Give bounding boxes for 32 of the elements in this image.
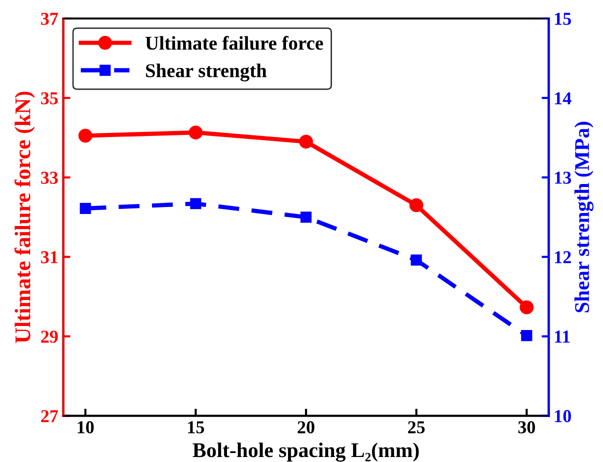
- point: [188, 126, 203, 140]
- legend-label: Ultimate failure force: [145, 36, 324, 50]
- y-tick-label: 35: [41, 92, 58, 104]
- point: [410, 254, 422, 266]
- y-tick-label: 29: [41, 330, 58, 343]
- x-tick-label: 15: [188, 421, 204, 434]
- point: [409, 198, 424, 212]
- x-tick-label: 10: [78, 421, 94, 434]
- x-tick-label: 25: [408, 421, 425, 434]
- y2-tick-label: 14: [555, 92, 572, 104]
- point: [300, 212, 312, 223]
- y2-tick-label: 11: [555, 330, 570, 343]
- y-tick-label: 27: [41, 410, 58, 422]
- y2-tick-label: 12: [555, 251, 571, 264]
- x-axis-title: Bolt-hole spacing L₂(mm): [192, 442, 419, 462]
- y-axis-title: Ultimate failure force (kN): [14, 92, 35, 343]
- y2-tick-label: 13: [555, 172, 572, 184]
- y-tick-label: 33: [41, 172, 58, 184]
- y2-axis-title: Shear strength (MPa): [574, 122, 594, 312]
- x-tick-label: 20: [298, 421, 314, 434]
- legend-label: Shear strength: [146, 64, 267, 82]
- point: [520, 300, 534, 314]
- point: [80, 202, 91, 214]
- y-tick-label: 37: [41, 12, 58, 25]
- point: [190, 198, 202, 210]
- point: [521, 330, 532, 342]
- y-tick-label: 31: [41, 251, 58, 264]
- y2-tick-label: 10: [555, 410, 571, 422]
- point: [78, 128, 92, 143]
- y2-tick-label: 15: [555, 12, 571, 25]
- x-tick-label: 30: [518, 421, 536, 434]
- point: [299, 134, 313, 149]
